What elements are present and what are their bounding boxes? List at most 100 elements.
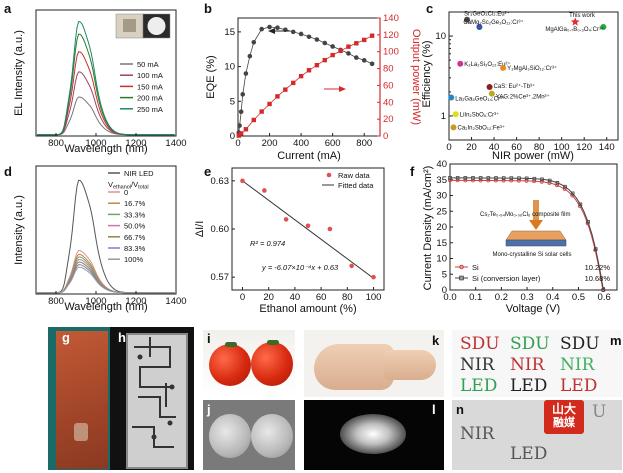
point-label: Y₃MgAl₃SiO₁₂:Cr³⁺ bbox=[507, 65, 557, 72]
text-cell: LED bbox=[510, 376, 548, 396]
panel-b: b 0 5 10 15 0 20 40 60 80 100 120 140 0 200 400 600 80… bbox=[204, 1, 422, 162]
y-tick-label: 0.57 bbox=[211, 272, 230, 283]
spectrum-curve bbox=[37, 264, 175, 294]
jv-curve bbox=[450, 177, 604, 291]
plot-frame-a bbox=[35, 9, 177, 137]
power-point bbox=[236, 133, 241, 138]
power-point bbox=[354, 41, 359, 46]
x-tick-label: 800 bbox=[48, 296, 64, 307]
nir-tomato-left bbox=[209, 414, 251, 458]
eqe-point bbox=[306, 34, 312, 40]
y-tick-label: 5 bbox=[230, 96, 235, 107]
power-point bbox=[298, 73, 304, 79]
photo-n-nir-text: NIR LED U 山大 融媒 bbox=[452, 400, 622, 470]
power-point bbox=[306, 68, 312, 73]
raw-data-point bbox=[327, 226, 333, 232]
spectrum-curve bbox=[37, 71, 175, 136]
eqe-point bbox=[240, 92, 246, 97]
jv-marker bbox=[555, 180, 560, 185]
logo-mark-b: 大 bbox=[564, 402, 577, 416]
eqe-point bbox=[275, 25, 280, 31]
panel-label-f: f bbox=[410, 164, 415, 179]
panel-a: a 800 1000 1200 1400 50 mA 100 mA 150 mA 200 m… bbox=[4, 1, 187, 155]
jv-marker bbox=[578, 202, 583, 207]
x-tick-label: 800 bbox=[48, 138, 64, 149]
power-point bbox=[362, 37, 367, 43]
eqe-point bbox=[361, 58, 367, 63]
jv-marker bbox=[539, 179, 544, 184]
inset-film-label: Cs₂Te₀.₉₄Mo₀.₀₆Cl₆ composite film bbox=[480, 212, 570, 218]
x-axis-label-e: Ethanol amount (%) bbox=[259, 303, 356, 315]
y-axis-label-b: EQE (%) bbox=[205, 55, 217, 98]
point-label: This work bbox=[569, 13, 596, 19]
photo-h-nir-pcb bbox=[110, 327, 194, 470]
phosphor-point bbox=[600, 23, 607, 30]
point-label: K₂La₂Si₃O₁₂:Eu²⁺ bbox=[464, 61, 510, 68]
jv-marker bbox=[570, 191, 575, 196]
x-tick-label: 60 bbox=[511, 142, 522, 153]
x-tick-label: 1200 bbox=[125, 296, 146, 307]
panel-label-d: d bbox=[4, 164, 12, 179]
ticks-c: 0 20 40 60 80 100 120 140 1 10 bbox=[435, 31, 614, 153]
jv-marker bbox=[547, 181, 552, 185]
r2-annotation: R² = 0.974 bbox=[250, 239, 285, 248]
power-point bbox=[330, 52, 335, 58]
eqe-point bbox=[247, 53, 253, 59]
x-axis-label-c: NIR power (mW) bbox=[492, 150, 574, 162]
x-tick-label: 1000 bbox=[85, 296, 106, 307]
eqe-point bbox=[346, 51, 351, 56]
y-axis-label-f: Current Density (mA/cm²) bbox=[422, 166, 434, 291]
raw-data-point bbox=[240, 178, 245, 184]
nir-tomato-right bbox=[251, 414, 293, 458]
legend-marker-raw bbox=[326, 172, 332, 178]
x-tick-label: 80 bbox=[534, 142, 545, 153]
text-cell: NIR bbox=[560, 355, 595, 375]
panel-e: e 0 20 40 60 80 100 0.57 0.60 0.63 Raw dataFitte… bbox=[194, 164, 385, 315]
x-tick-label: 1400 bbox=[165, 296, 186, 307]
panel-label-g: g bbox=[62, 330, 70, 345]
phosphor-point bbox=[452, 111, 459, 118]
power-arrow-head bbox=[339, 86, 346, 92]
y-tick-label: 0 bbox=[442, 285, 447, 296]
legend-label: 100 mA bbox=[137, 71, 163, 80]
x-axis-label-a: Wavelength (nm) bbox=[64, 143, 147, 155]
tomato-right bbox=[251, 342, 293, 386]
y2-tick-label: 20 bbox=[383, 114, 394, 125]
pcb-card bbox=[56, 331, 108, 469]
legend-f: Si 10.22% Si (conversion layer) 10.68% bbox=[455, 263, 610, 283]
power-point bbox=[369, 33, 375, 38]
y-tick-label: 0.63 bbox=[211, 176, 230, 187]
series-line bbox=[238, 35, 373, 136]
legend-marker bbox=[459, 275, 464, 281]
fit-line bbox=[242, 180, 374, 279]
text-row: LED LED LED bbox=[460, 376, 610, 397]
spectrum-curve bbox=[37, 21, 175, 136]
y-tick-label: 0 bbox=[230, 131, 235, 142]
x-tick-label: 0.5 bbox=[572, 292, 585, 303]
spectrum-curve bbox=[37, 253, 175, 294]
jv-marker bbox=[562, 187, 567, 191]
y2-tick-label: 120 bbox=[383, 30, 399, 41]
phosphor-point bbox=[450, 124, 457, 131]
x-tick-label: 400 bbox=[293, 138, 309, 149]
x-tick-label: 60 bbox=[316, 292, 327, 303]
jv-marker bbox=[471, 176, 475, 180]
phosphor-point bbox=[464, 16, 471, 23]
photo-k-hand bbox=[304, 330, 444, 397]
phosphor-point bbox=[500, 64, 507, 71]
jv-marker bbox=[532, 176, 537, 181]
spectrum-curve bbox=[37, 96, 175, 136]
power-point bbox=[251, 117, 256, 123]
inset-cell-label: Mono-crystalline Si solar cells bbox=[492, 252, 571, 258]
photo-g-pcb bbox=[48, 327, 110, 470]
x-tick-label: 0 bbox=[235, 138, 240, 149]
legend-d: NIR LED 0 16.7% 33.3% 50.0% 66.7% 83.3% 100% Vet… bbox=[108, 169, 154, 264]
legend-title: Vethanol/Vtotal bbox=[108, 180, 149, 191]
y2-tick-label: 40 bbox=[383, 97, 394, 108]
hand-fingers bbox=[384, 350, 436, 380]
jv-marker bbox=[463, 176, 468, 180]
legend-title-part: /V bbox=[131, 180, 138, 189]
legend-label: Si bbox=[472, 263, 479, 272]
phosphor-point bbox=[486, 84, 493, 91]
